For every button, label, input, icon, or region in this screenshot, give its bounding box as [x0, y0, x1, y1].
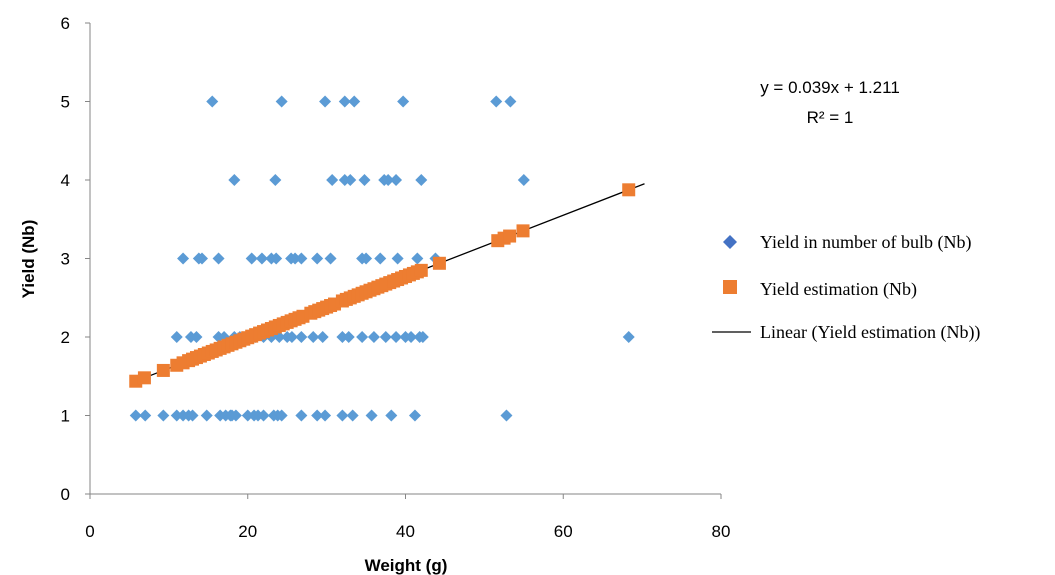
data-point-observed: [129, 409, 142, 422]
data-point-estimated: [503, 229, 517, 243]
data-point-observed: [416, 331, 429, 343]
data-point-observed: [206, 95, 219, 108]
data-point-observed: [319, 95, 332, 108]
data-point-observed: [517, 174, 530, 186]
y-tick-label: 2: [61, 328, 70, 347]
data-point-observed: [285, 331, 298, 343]
data-point-estimated: [622, 183, 636, 197]
series-yield-observed: [129, 95, 635, 422]
data-point-observed: [344, 174, 357, 186]
data-point-observed: [228, 174, 241, 186]
data-point-observed: [241, 409, 254, 422]
legend-label-linear: Linear (Yield estimation (Nb)): [760, 322, 980, 343]
data-point-observed: [270, 252, 283, 265]
data-point-observed: [295, 331, 308, 343]
x-tick-label: 60: [554, 522, 573, 541]
data-point-observed: [139, 409, 152, 422]
data-point-observed: [326, 174, 339, 186]
y-tick-label: 0: [61, 485, 70, 504]
x-tick-label: 40: [396, 522, 415, 541]
x-tick-label: 80: [712, 522, 731, 541]
data-point-observed: [307, 331, 320, 343]
data-point-observed: [289, 252, 302, 265]
data-point-observed: [365, 409, 378, 422]
data-point-estimated: [432, 256, 446, 270]
data-point-observed: [177, 252, 190, 265]
data-point-observed: [379, 331, 392, 343]
data-point-observed: [391, 252, 404, 265]
legend-diamond-marker: [723, 235, 737, 249]
data-point-observed: [275, 409, 288, 422]
data-point-observed: [360, 252, 373, 265]
data-point-observed: [336, 331, 349, 343]
data-point-observed: [390, 174, 403, 186]
data-point-observed: [415, 174, 428, 186]
data-point-observed: [245, 252, 258, 265]
data-point-observed: [367, 331, 380, 343]
data-point-observed: [336, 409, 349, 422]
data-point-observed: [408, 409, 421, 422]
data-point-observed: [397, 95, 410, 108]
legend: Yield in number of bulb (Nb) Yield estim…: [712, 232, 980, 343]
data-point-observed: [390, 331, 403, 343]
data-point-observed: [490, 95, 503, 108]
data-point-observed: [186, 409, 199, 422]
data-point-observed: [157, 409, 170, 422]
y-tick-label: 4: [61, 171, 70, 190]
legend-square-marker: [723, 280, 737, 294]
data-point-observed: [411, 252, 424, 265]
data-point-observed: [500, 409, 513, 422]
data-point-observed: [269, 174, 282, 186]
data-point-observed: [311, 252, 324, 265]
y-tick-label: 6: [61, 14, 70, 33]
data-point-observed: [319, 409, 332, 422]
data-point-observed: [348, 95, 361, 108]
data-point-observed: [196, 252, 209, 265]
data-point-observed: [374, 252, 387, 265]
data-point-estimated: [137, 371, 151, 385]
data-point-observed: [257, 409, 270, 422]
data-point-observed: [200, 409, 213, 422]
data-point-observed: [170, 331, 183, 343]
data-point-observed: [295, 409, 308, 422]
data-point-observed: [385, 409, 398, 422]
data-point-observed: [342, 331, 355, 343]
x-axis-title: Weight (g): [365, 556, 448, 575]
data-point-observed: [295, 252, 308, 265]
y-axis-title: Yield (Nb): [19, 220, 38, 299]
r-squared-label: R² = 1: [807, 108, 854, 127]
series-yield-estimated: [129, 183, 636, 388]
legend-label-observed: Yield in number of bulb (Nb): [760, 232, 971, 253]
data-point-observed: [190, 331, 203, 343]
axes: [85, 22, 722, 499]
data-point-observed: [346, 409, 359, 422]
data-point-observed: [622, 331, 635, 343]
data-point-observed: [212, 252, 225, 265]
trendline-equation: y = 0.039x + 1.211: [760, 78, 900, 97]
y-tick-label: 5: [61, 93, 70, 112]
data-point-observed: [338, 95, 351, 108]
data-point-observed: [229, 409, 242, 422]
data-point-observed: [170, 409, 183, 422]
y-tick-label: 3: [61, 250, 70, 269]
data-point-observed: [356, 331, 369, 343]
data-point-observed: [324, 252, 337, 265]
data-point-estimated: [156, 363, 170, 377]
data-point-estimated: [414, 263, 428, 277]
data-point-observed: [504, 95, 517, 108]
data-point-observed: [358, 174, 371, 186]
data-point-observed: [316, 331, 329, 343]
data-point-observed: [405, 331, 418, 343]
x-tick-label: 0: [85, 522, 94, 541]
data-point-observed: [255, 252, 268, 265]
data-point-estimated: [516, 224, 530, 238]
data-point-observed: [275, 95, 288, 108]
legend-label-estimation: Yield estimation (Nb): [760, 279, 917, 300]
x-tick-label: 20: [238, 522, 257, 541]
y-tick-label: 1: [61, 407, 70, 426]
data-point-observed: [382, 174, 395, 186]
data-point-observed: [311, 409, 324, 422]
